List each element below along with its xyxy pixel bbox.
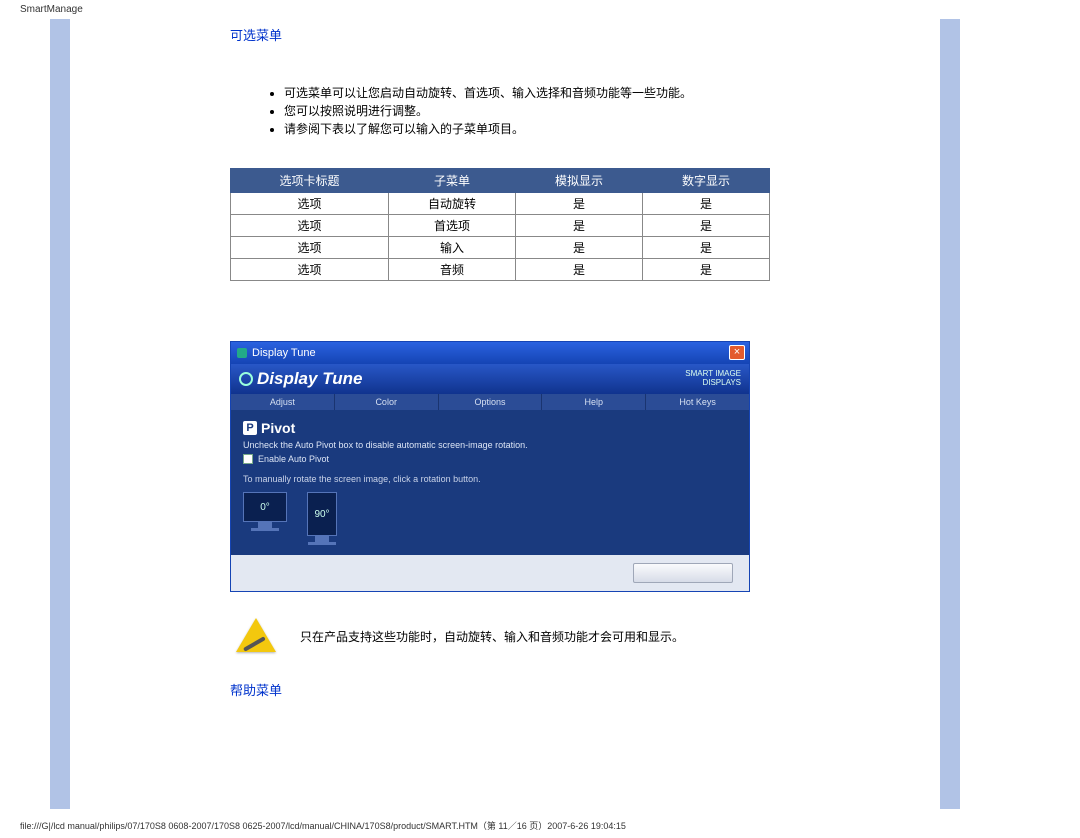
table-header: 选项卡标题 — [231, 169, 389, 193]
right-border — [940, 19, 960, 809]
app-icon — [237, 348, 247, 358]
tab-adjust[interactable]: Adjust — [231, 394, 335, 410]
window-title: Display Tune — [252, 347, 316, 359]
table-cell: 选项 — [231, 193, 389, 215]
rotation-0-button[interactable]: 0° — [243, 492, 287, 545]
pivot-note: To manually rotate the screen image, cli… — [243, 474, 737, 484]
table-header-row: 选项卡标题 子菜单 模拟显示 数字显示 — [231, 169, 770, 193]
window-footer — [231, 555, 749, 591]
table-cell: 是 — [516, 237, 643, 259]
table-header: 子菜单 — [389, 169, 516, 193]
rotation-buttons: 0° 90° — [243, 492, 737, 545]
model-label: SMART IMAGE DISPLAYS — [685, 370, 741, 388]
table-header: 数字显示 — [643, 169, 770, 193]
table-cell: 是 — [516, 259, 643, 281]
content: 可选菜单 可选菜单可以让您启动自动旋转、首选项、输入选择和音频功能等一些功能。 … — [230, 19, 790, 699]
footer-button[interactable] — [633, 563, 733, 583]
checkbox-icon[interactable] — [243, 454, 253, 464]
display-tune-window: Display Tune × Display Tune SMART IMAGE … — [230, 341, 750, 592]
table-row: 选项 音频 是 是 — [231, 259, 770, 281]
table-cell: 是 — [643, 237, 770, 259]
rotation-90-button[interactable]: 90° — [307, 492, 337, 545]
footer-path: file:///G|/lcd manual/philips/07/170S8 0… — [0, 819, 1080, 838]
table-cell: 输入 — [389, 237, 516, 259]
bullet-item: 请参阅下表以了解您可以输入的子菜单项目。 — [284, 120, 790, 138]
monitor-base — [251, 528, 279, 531]
bullet-list: 可选菜单可以让您启动自动旋转、首选项、输入选择和音频功能等一些功能。 您可以按照… — [270, 84, 790, 138]
table-cell: 自动旋转 — [389, 193, 516, 215]
brand-bar: Display Tune SMART IMAGE DISPLAYS — [231, 364, 749, 394]
table-row: 选项 自动旋转 是 是 — [231, 193, 770, 215]
pivot-title: Pivot — [261, 420, 295, 436]
bullet-item: 可选菜单可以让您启动自动旋转、首选项、输入选择和音频功能等一些功能。 — [284, 84, 790, 102]
logo-ring-icon — [239, 372, 253, 386]
page-header: SmartManage — [0, 0, 1080, 19]
table-cell: 是 — [516, 215, 643, 237]
window-tabs: Adjust Color Options Help Hot Keys — [231, 394, 749, 410]
auto-pivot-checkbox-row[interactable]: Enable Auto Pivot — [243, 454, 737, 464]
page: 可选菜单 可选菜单可以让您启动自动旋转、首选项、输入选择和音频功能等一些功能。 … — [50, 19, 960, 699]
brand-logo: Display Tune — [239, 369, 363, 389]
monitor-icon: 0° — [243, 492, 287, 522]
table-row: 选项 首选项 是 是 — [231, 215, 770, 237]
table-cell: 首选项 — [389, 215, 516, 237]
checkbox-label: Enable Auto Pivot — [258, 454, 329, 464]
table-cell: 选项 — [231, 259, 389, 281]
window-titlebar: Display Tune × — [231, 342, 749, 364]
brand-text: Display Tune — [257, 369, 363, 389]
bullet-item: 您可以按照说明进行调整。 — [284, 102, 790, 120]
section-title-help: 帮助菜单 — [230, 680, 790, 699]
left-border — [50, 19, 70, 809]
monitor-icon: 90° — [307, 492, 337, 536]
table-cell: 是 — [516, 193, 643, 215]
table-cell: 选项 — [231, 215, 389, 237]
section-title-options: 可选菜单 — [230, 25, 790, 44]
model-line: DISPLAYS — [685, 379, 741, 388]
warning-row: 只在产品支持这些功能时，自动旋转、输入和音频功能才会可用和显示。 — [236, 618, 790, 654]
pivot-icon: P — [243, 421, 257, 435]
tab-options[interactable]: Options — [439, 394, 543, 410]
tab-hotkeys[interactable]: Hot Keys — [646, 394, 749, 410]
pivot-subtitle: Uncheck the Auto Pivot box to disable au… — [243, 440, 737, 450]
close-icon[interactable]: × — [729, 345, 745, 360]
table-header: 模拟显示 — [516, 169, 643, 193]
monitor-base — [308, 542, 336, 545]
table-cell: 选项 — [231, 237, 389, 259]
table-cell: 是 — [643, 215, 770, 237]
options-table: 选项卡标题 子菜单 模拟显示 数字显示 选项 自动旋转 是 是 选项 首选项 是… — [230, 168, 770, 281]
table-cell: 是 — [643, 259, 770, 281]
table-cell: 是 — [643, 193, 770, 215]
pivot-heading: P Pivot — [243, 420, 737, 436]
table-cell: 音频 — [389, 259, 516, 281]
warning-text: 只在产品支持这些功能时，自动旋转、输入和音频功能才会可用和显示。 — [300, 628, 684, 645]
tab-color[interactable]: Color — [335, 394, 439, 410]
tab-help[interactable]: Help — [542, 394, 646, 410]
warning-icon — [236, 618, 276, 654]
table-row: 选项 输入 是 是 — [231, 237, 770, 259]
window-body: P Pivot Uncheck the Auto Pivot box to di… — [231, 410, 749, 555]
